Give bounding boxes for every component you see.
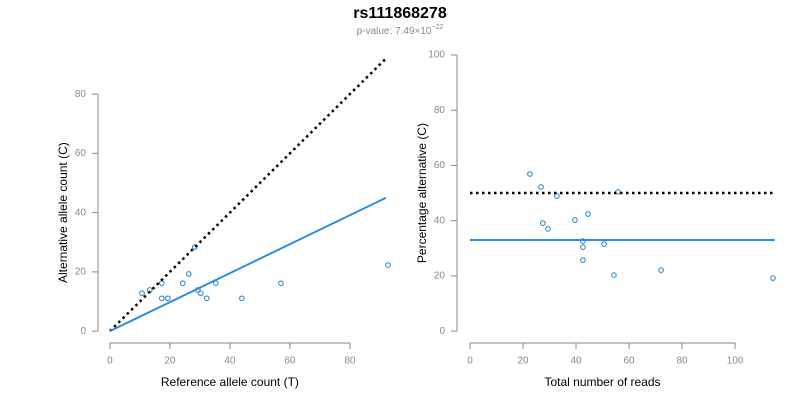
point (204, 295, 210, 302)
subtitle-text: p-value: 7.49×10 (357, 26, 432, 37)
y-tick-label: 40 (434, 215, 446, 226)
y-tick-label: 20 (75, 267, 87, 278)
point (545, 226, 551, 232)
point (572, 217, 578, 223)
reference-line (109, 57, 387, 333)
point (580, 257, 586, 263)
y-tick-label: 60 (434, 160, 446, 171)
x-tick-label: 100 (727, 356, 744, 367)
x-tick-label: 20 (164, 356, 176, 367)
chart-title: rs111868278 (353, 5, 447, 22)
y-tick-label: 0 (80, 326, 86, 337)
point (180, 280, 186, 286)
y-tick-label: 20 (434, 271, 446, 282)
point (278, 280, 284, 286)
point (165, 295, 171, 302)
point (601, 241, 607, 247)
point (186, 271, 192, 277)
fit-line (109, 196, 387, 333)
y-axis-label: Alternative allele count (C) (56, 142, 70, 283)
x-tick-label: 80 (344, 356, 356, 367)
x-axis-label: Reference allele count (T) (161, 375, 299, 389)
x-axis-label: Total number of reads (544, 375, 660, 389)
y-tick-label: 100 (428, 50, 445, 61)
point (580, 244, 586, 250)
point (139, 290, 145, 297)
y-tick-label: 80 (434, 105, 446, 116)
x-tick-label: 60 (623, 356, 635, 367)
point (159, 295, 165, 302)
point (554, 193, 560, 199)
x-tick-label: 0 (107, 356, 113, 367)
point (585, 211, 591, 217)
x-tick-label: 60 (284, 356, 296, 367)
x-tick-label: 40 (224, 356, 236, 367)
point (198, 290, 204, 297)
x-tick-label: 80 (676, 356, 688, 367)
y-axis-label: Percentage alternative (C) (415, 123, 429, 263)
point (192, 244, 198, 250)
y-tick-label: 80 (75, 89, 87, 100)
point (540, 220, 546, 226)
point (658, 267, 664, 273)
point (527, 171, 533, 177)
y-tick-label: 40 (75, 207, 87, 218)
x-tick-label: 40 (570, 356, 582, 367)
point (770, 275, 776, 281)
subtitle-exponent: −22 (431, 24, 443, 31)
point (611, 272, 617, 278)
y-tick-label: 0 (439, 326, 445, 337)
point (385, 262, 391, 268)
x-tick-label: 20 (517, 356, 529, 367)
point (538, 184, 544, 190)
point (580, 238, 586, 244)
point (239, 295, 245, 302)
subtitle: p-value: 7.49×10−22 (357, 24, 444, 37)
x-tick-label: 0 (467, 356, 473, 367)
y-tick-label: 60 (75, 148, 87, 159)
